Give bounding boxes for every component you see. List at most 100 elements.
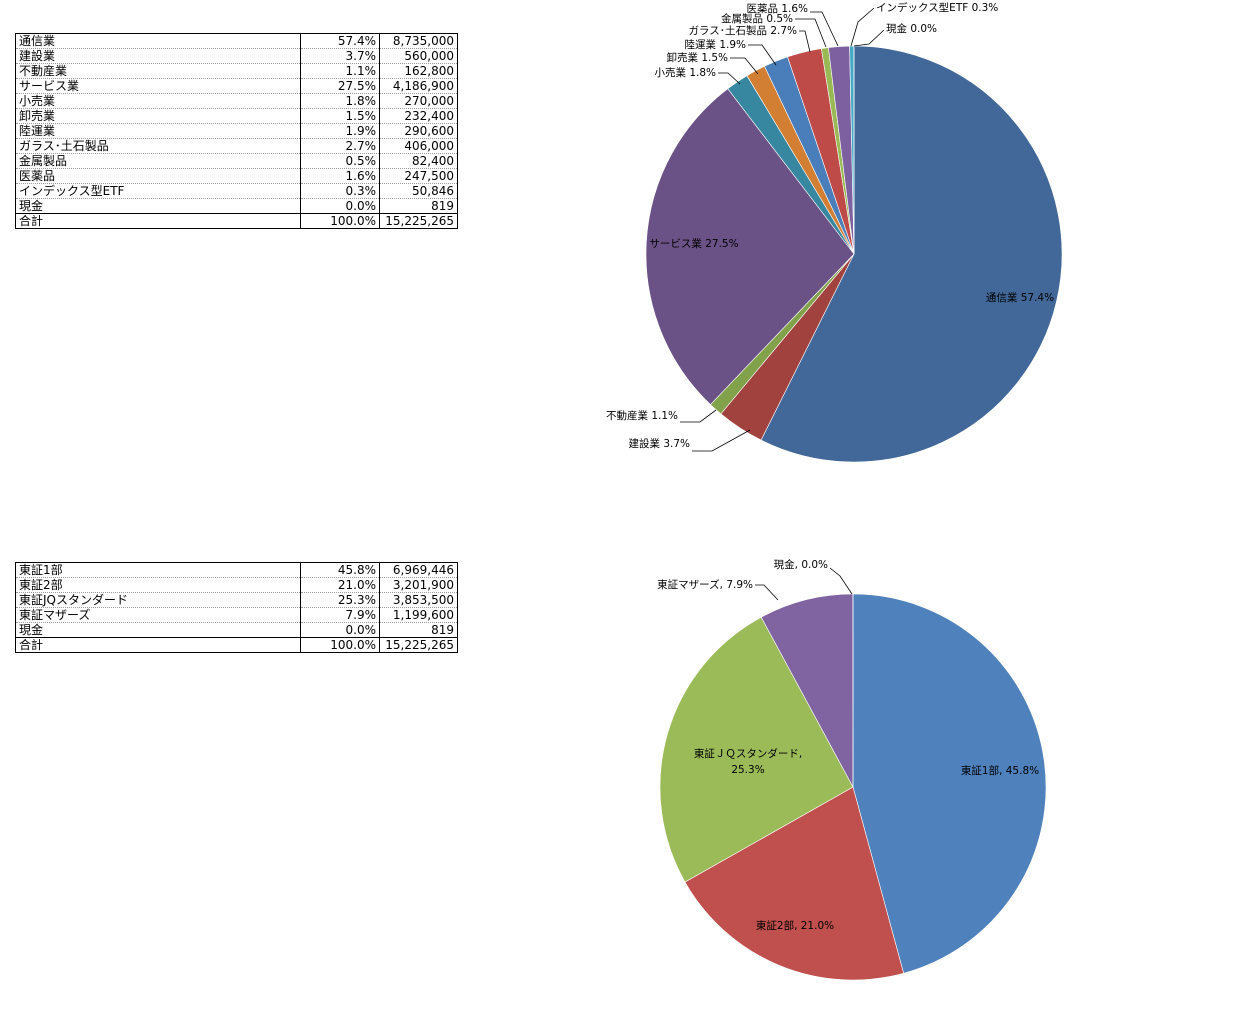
row-amount: 270,000	[379, 93, 458, 109]
row-percent: 0.0%	[300, 198, 380, 214]
row-label: サービス業	[15, 78, 301, 94]
leader-line	[795, 18, 827, 48]
pie-slice	[852, 593, 1047, 974]
row-label: 金属製品	[15, 153, 301, 169]
table-row: 東証1部 45.8% 6,969,446	[15, 562, 458, 578]
row-amount: 290,600	[379, 123, 458, 139]
row-amount: 82,400	[379, 153, 458, 169]
slice-label: 東証マザーズ, 7.9%	[657, 578, 753, 591]
row-label: インデックス型ETF	[15, 183, 301, 199]
table-row: 東証マザーズ 7.9% 1,199,600	[15, 607, 458, 623]
row-amount: 3,853,500	[379, 592, 458, 608]
table-row: 小売業 1.8% 270,000	[15, 93, 458, 109]
table-row: サービス業 27.5% 4,186,900	[15, 78, 458, 94]
row-percent: 2.7%	[300, 138, 380, 154]
slice-label: 金属製品 0.5%	[721, 12, 793, 25]
row-percent: 100.0%	[300, 213, 380, 229]
row-percent: 3.7%	[300, 48, 380, 64]
row-percent: 1.8%	[300, 93, 380, 109]
slice-label: 現金 0.0%	[886, 22, 937, 35]
pie-slice	[645, 88, 855, 405]
row-amount: 15,225,265	[379, 637, 458, 653]
slice-label: 東証1部, 45.8%	[961, 764, 1039, 777]
row-label: 卸売業	[15, 108, 301, 124]
table-row: 医薬品 1.6% 247,500	[15, 168, 458, 184]
table-row: 不動産業 1.1% 162,800	[15, 63, 458, 79]
slice-label: 通信業 57.4%	[986, 291, 1054, 304]
pie-slice	[760, 593, 854, 788]
leader-line	[730, 57, 759, 75]
row-label: 合計	[15, 213, 301, 229]
row-label: 不動産業	[15, 63, 301, 79]
sector-allocation-table: 通信業 57.4% 8,735,000 建設業 3.7% 560,000 不動産業 1.1% 1…	[15, 33, 458, 229]
table-row: ガラス･土石製品 2.7% 406,000	[15, 138, 458, 154]
leader-line	[799, 30, 811, 53]
pie-slice	[684, 786, 904, 981]
slice-label: 小売業 1.8%	[654, 66, 716, 79]
row-amount: 162,800	[379, 63, 458, 79]
row-amount: 560,000	[379, 48, 458, 64]
table-row: 通信業 57.4% 8,735,000	[15, 33, 458, 49]
row-amount: 1,199,600	[379, 607, 458, 623]
slice-labels: 東証1部, 45.8% 東証2部, 21.0% 東証ＪＱスタンダード, 25.3% 東証…	[657, 558, 1039, 932]
pie-slice	[760, 45, 1063, 463]
row-label: ガラス･土石製品	[15, 138, 301, 154]
slice-label: 現金, 0.0%	[774, 558, 828, 571]
table-row: インデックス型ETF 0.3% 50,846	[15, 183, 458, 199]
leader-line	[829, 567, 853, 595]
leader-line	[853, 29, 885, 47]
row-percent: 0.3%	[300, 183, 380, 199]
row-amount: 819	[379, 198, 458, 214]
market-allocation-table: 東証1部 45.8% 6,969,446 東証2部 21.0% 3,201,900 東証JQ…	[15, 562, 458, 653]
row-label: 建設業	[15, 48, 301, 64]
row-label: 医薬品	[15, 168, 301, 184]
row-percent: 1.6%	[300, 168, 380, 184]
table-row: 東証JQスタンダード 25.3% 3,853,500	[15, 592, 458, 608]
row-amount: 3,201,900	[379, 577, 458, 593]
slice-label: 建設業 3.7%	[628, 437, 690, 450]
table-row: 現金 0.0% 819	[15, 198, 458, 214]
row-percent: 1.9%	[300, 123, 380, 139]
row-percent: 0.5%	[300, 153, 380, 169]
table-total-row: 合計 100.0% 15,225,265	[15, 637, 458, 653]
row-label: 合計	[15, 637, 301, 653]
row-percent: 100.0%	[300, 637, 380, 653]
leader-line	[850, 7, 875, 47]
row-percent: 21.0%	[300, 577, 380, 593]
row-label: 東証JQスタンダード	[15, 592, 301, 608]
row-amount: 50,846	[379, 183, 458, 199]
slice-label: サービス業 27.5%	[649, 237, 738, 250]
leader-line	[692, 429, 751, 452]
leader-line	[755, 584, 779, 601]
row-label: 小売業	[15, 93, 301, 109]
row-label: 陸運業	[15, 123, 301, 139]
table-row: 金属製品 0.5% 82,400	[15, 153, 458, 169]
slice-label: 陸運業 1.9%	[684, 38, 746, 51]
row-percent: 45.8%	[300, 562, 380, 578]
leader-line	[810, 11, 839, 47]
leader-lines	[680, 7, 885, 452]
row-percent: 1.1%	[300, 63, 380, 79]
row-label: 通信業	[15, 33, 301, 49]
row-amount: 406,000	[379, 138, 458, 154]
row-label: 東証2部	[15, 577, 301, 593]
slice-label: 卸売業 1.5%	[666, 51, 728, 64]
table-row: 建設業 3.7% 560,000	[15, 48, 458, 64]
sector-pie-chart: 通信業 57.4% 建設業 3.7% 不動産業 1.1% サービス業 27.5% 小売業…	[606, 1, 1063, 463]
row-percent: 57.4%	[300, 33, 380, 49]
row-percent: 25.3%	[300, 592, 380, 608]
slice-label: 医薬品 1.6%	[746, 3, 808, 15]
row-amount: 4,186,900	[379, 78, 458, 94]
leader-line	[680, 409, 717, 423]
leader-line	[718, 72, 741, 85]
slice-label: ガラス･土石製品 2.7%	[688, 24, 797, 37]
table-row: 東証2部 21.0% 3,201,900	[15, 577, 458, 593]
row-percent: 7.9%	[300, 607, 380, 623]
row-amount: 247,500	[379, 168, 458, 184]
row-amount: 8,735,000	[379, 33, 458, 49]
slice-label: 不動産業 1.1%	[606, 409, 678, 422]
row-percent: 27.5%	[300, 78, 380, 94]
slice-label: インデックス型ETF 0.3%	[876, 1, 998, 14]
table-total-row: 合計 100.0% 15,225,265	[15, 213, 458, 229]
